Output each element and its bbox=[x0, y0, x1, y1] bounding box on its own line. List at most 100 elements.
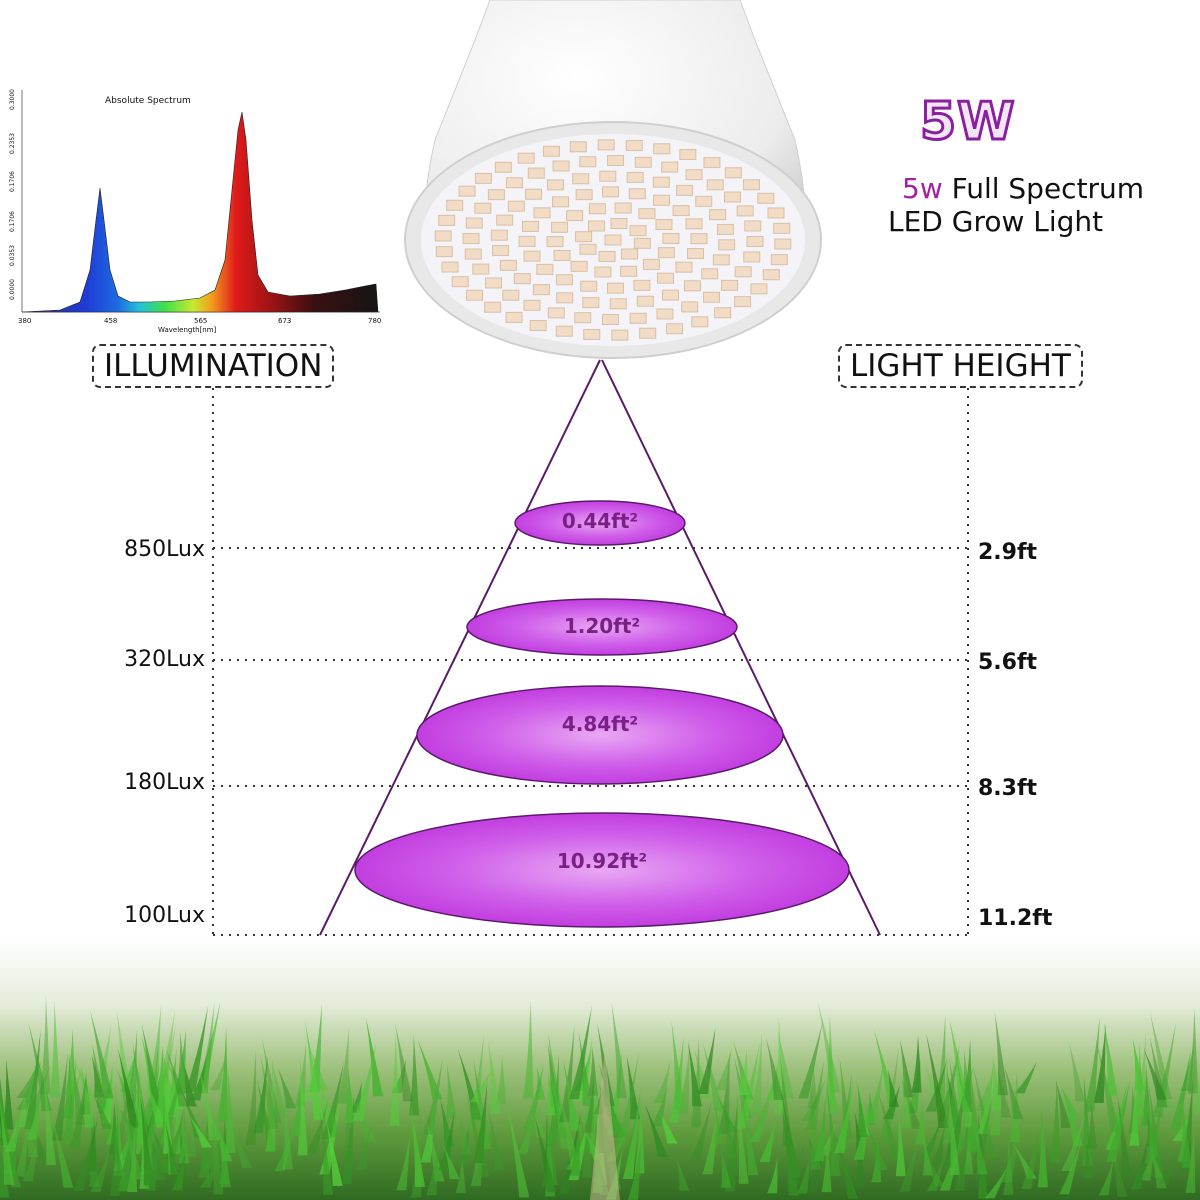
grass-blade bbox=[582, 1118, 593, 1178]
grass-blade bbox=[877, 1091, 902, 1161]
led-chip bbox=[532, 284, 550, 296]
height-label: 11.2ft bbox=[978, 906, 1053, 931]
grass-blade bbox=[112, 1121, 135, 1171]
led-chip bbox=[662, 232, 680, 244]
led-chip bbox=[675, 261, 693, 273]
grass-blade bbox=[736, 1042, 760, 1129]
height-label: 8.3ft bbox=[978, 776, 1038, 801]
led-chip bbox=[490, 229, 508, 241]
grass-blade bbox=[807, 1064, 818, 1109]
grass-blade bbox=[1172, 1109, 1192, 1141]
grass-blade bbox=[926, 1033, 949, 1129]
grass-blade bbox=[926, 1155, 944, 1192]
led-chip bbox=[716, 223, 734, 235]
spectrum-ytick: 0.1706 bbox=[9, 211, 16, 232]
led-chip bbox=[594, 266, 612, 278]
grass-blade bbox=[569, 1121, 580, 1176]
grass-blade bbox=[353, 1042, 377, 1121]
spectrum-yticks: 0.0000 0.0353 0.1706 0.1706 0.2353 0.300… bbox=[9, 89, 16, 300]
grass-blade bbox=[1014, 1061, 1038, 1094]
led-chip bbox=[723, 191, 741, 203]
led-chip bbox=[583, 328, 601, 340]
led-chip bbox=[458, 185, 476, 197]
grass-blade bbox=[1055, 1080, 1071, 1128]
led-chip bbox=[574, 312, 592, 324]
grass-blade bbox=[457, 1122, 469, 1166]
grass-blade bbox=[218, 1117, 231, 1188]
led-chip bbox=[633, 237, 651, 249]
grass-blade bbox=[26, 1089, 42, 1140]
grass-blade bbox=[325, 1119, 343, 1186]
led-bulb-image bbox=[404, 0, 822, 359]
grass-blade bbox=[1143, 1048, 1167, 1100]
spectrum-ytick: 0.2353 bbox=[9, 133, 16, 154]
spectrum-ytick: 0.0353 bbox=[9, 245, 16, 266]
grass-blade bbox=[49, 1111, 74, 1188]
grass-blade bbox=[470, 1105, 485, 1187]
grass-blade bbox=[807, 1149, 823, 1193]
led-chip bbox=[633, 279, 651, 291]
grass-blade bbox=[337, 1026, 350, 1104]
product-subtitle: 5w Full Spectrum LED Grow Light bbox=[888, 172, 1144, 238]
grass-blade bbox=[626, 1055, 641, 1120]
led-chip bbox=[451, 276, 469, 288]
grass-blade bbox=[839, 1058, 853, 1140]
grass-blade bbox=[18, 1050, 40, 1109]
grass-blade bbox=[1001, 1117, 1022, 1183]
led-chip bbox=[547, 307, 565, 319]
led-chip bbox=[523, 299, 541, 311]
spectrum-curve bbox=[21, 111, 379, 313]
led-chip bbox=[434, 230, 452, 242]
led-chip bbox=[746, 235, 764, 247]
grass-blade bbox=[1021, 1127, 1039, 1189]
grass-blade bbox=[742, 1099, 759, 1176]
grass-blade bbox=[5, 1111, 20, 1174]
area-label: 4.84ft² bbox=[561, 712, 639, 736]
led-chip bbox=[438, 214, 456, 226]
led-chip bbox=[676, 184, 694, 196]
grass-blade bbox=[410, 1104, 426, 1187]
spectrum-xtick: 380 bbox=[18, 317, 31, 325]
led-chip bbox=[611, 329, 629, 341]
grass-blade bbox=[265, 1058, 276, 1152]
grass-blade bbox=[148, 1118, 173, 1173]
led-chip bbox=[634, 156, 652, 168]
spectrum-xtick: 458 bbox=[104, 317, 117, 325]
spectrum-chart: Absolute Spectrum 0.0000 0.0353 0.1706 0… bbox=[9, 89, 381, 334]
grass-blade bbox=[1086, 1101, 1097, 1149]
grass-blade bbox=[946, 1071, 968, 1160]
grass-blade bbox=[121, 1110, 144, 1180]
grass-blade bbox=[778, 1033, 794, 1099]
grass-blade bbox=[51, 1053, 68, 1141]
grass-blade bbox=[110, 1061, 135, 1161]
led-chip bbox=[569, 141, 587, 153]
grass-blade bbox=[587, 1046, 598, 1096]
grass-blade bbox=[899, 1130, 920, 1192]
led-chip bbox=[464, 248, 482, 260]
led-chip bbox=[521, 220, 539, 232]
grass-blade bbox=[1130, 1137, 1149, 1190]
grass-blade bbox=[901, 1078, 922, 1129]
led-chip bbox=[601, 314, 619, 326]
grass-blade bbox=[1180, 1043, 1194, 1092]
grass-blade bbox=[138, 1064, 160, 1125]
lux-label: 850Lux bbox=[124, 537, 205, 562]
grass-blade bbox=[73, 1059, 97, 1103]
led-chip bbox=[614, 202, 632, 214]
grass-blade bbox=[50, 1000, 61, 1098]
grass-blade bbox=[197, 1001, 215, 1094]
led-chip bbox=[757, 192, 775, 204]
led-chip bbox=[653, 143, 671, 155]
led-chip bbox=[499, 259, 517, 271]
grass-blade bbox=[644, 1103, 668, 1158]
led-chip bbox=[706, 179, 724, 191]
grass-blade bbox=[409, 1034, 420, 1116]
led-chip bbox=[742, 179, 760, 191]
led-chip bbox=[553, 250, 571, 262]
grass-blade bbox=[817, 1000, 841, 1093]
grass-blade bbox=[166, 1059, 187, 1096]
led-chip bbox=[734, 296, 752, 308]
grass-blade bbox=[611, 1001, 628, 1099]
grass-blade bbox=[391, 1058, 407, 1094]
led-chip bbox=[505, 177, 523, 189]
